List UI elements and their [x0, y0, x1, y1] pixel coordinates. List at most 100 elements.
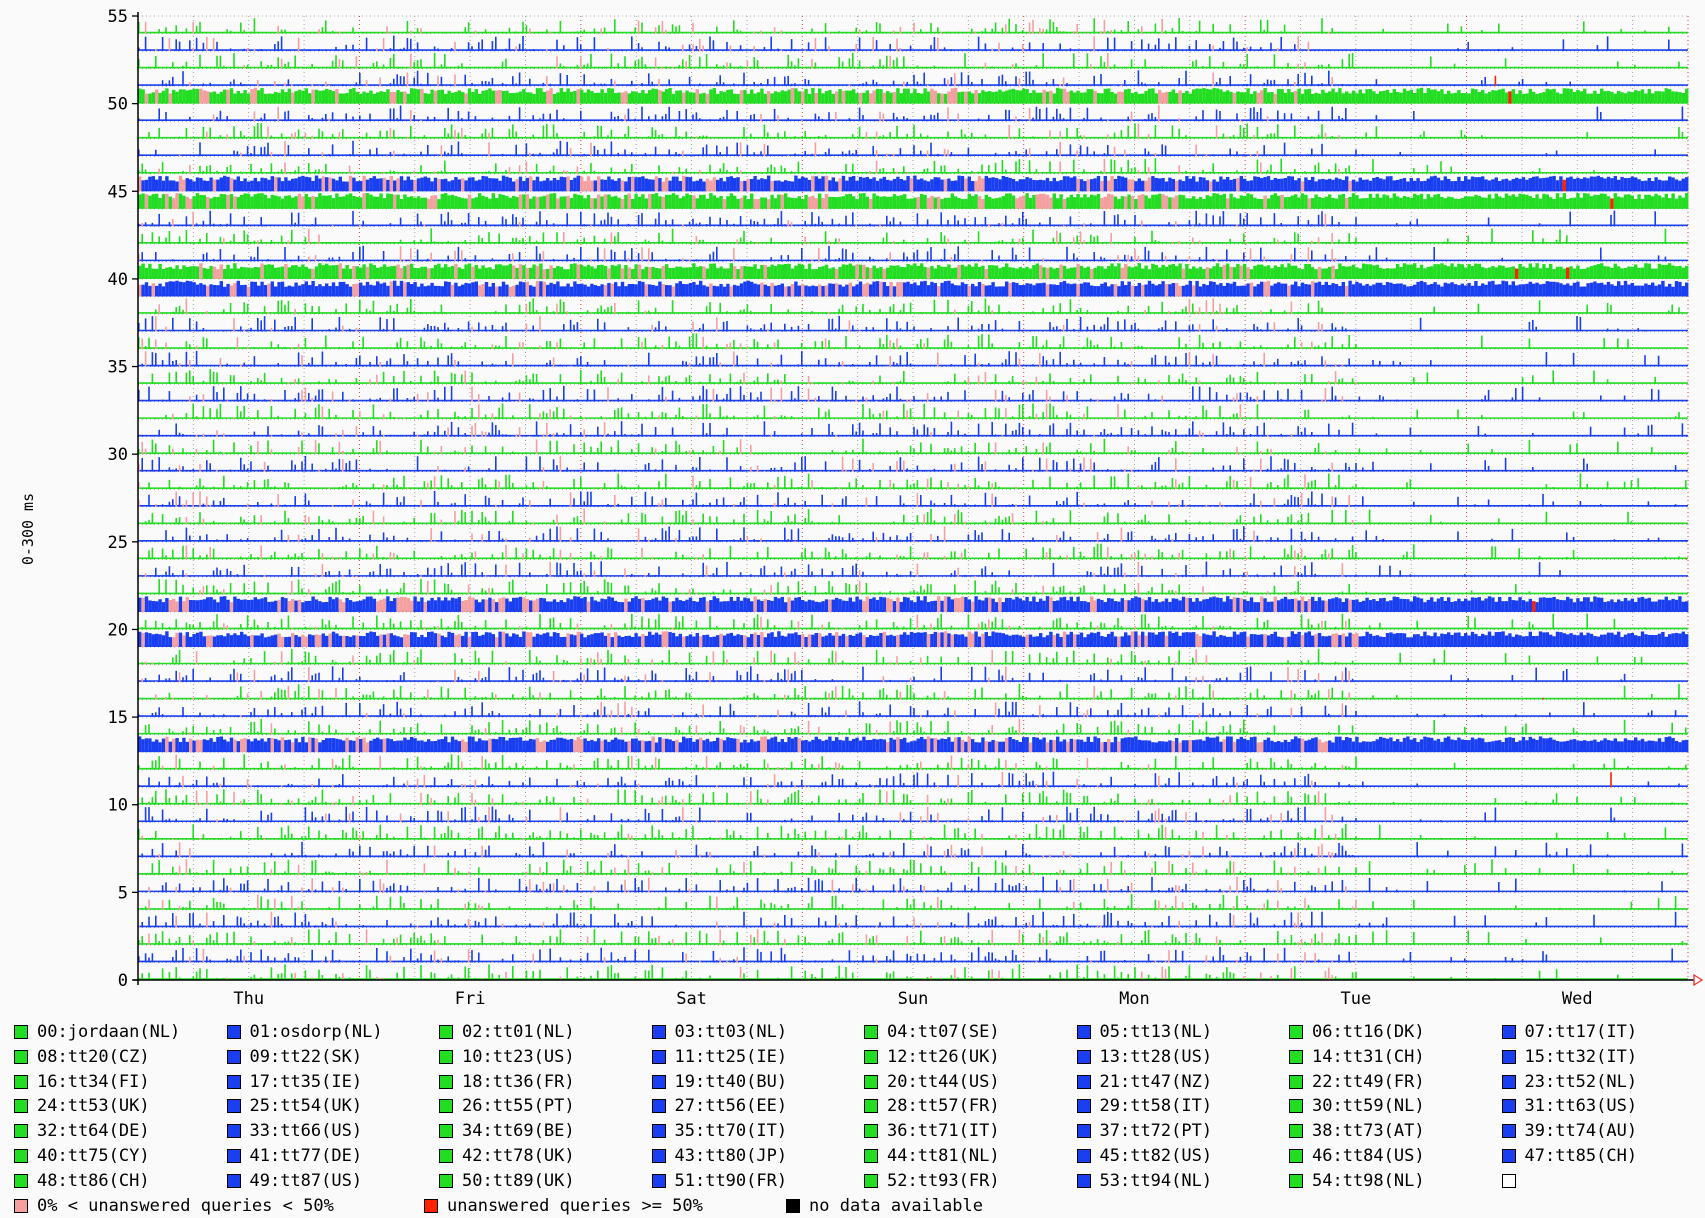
series-bar — [430, 697, 432, 699]
series-bar — [257, 740, 260, 752]
series-bar — [352, 812, 354, 823]
series-bar — [1658, 898, 1660, 910]
series-bar — [624, 599, 627, 612]
series-bar — [1076, 707, 1078, 717]
series-bar — [842, 766, 844, 770]
series-bar — [468, 837, 470, 839]
series-bar — [1175, 885, 1177, 892]
series-bar — [821, 625, 823, 630]
series-bar — [957, 598, 960, 612]
series-bar — [1512, 738, 1515, 752]
series-bar — [522, 597, 525, 612]
series-bar — [369, 741, 372, 752]
series-bar — [1274, 762, 1276, 770]
series-bar — [1121, 861, 1123, 875]
series-bar — [648, 870, 650, 874]
series-bar — [855, 915, 857, 927]
series-bar — [539, 855, 541, 857]
series-bar — [318, 673, 320, 682]
series-bar — [240, 917, 242, 927]
series-bar — [577, 737, 580, 752]
series-bar — [240, 822, 242, 823]
series-bar — [1474, 739, 1477, 752]
series-bar — [668, 632, 671, 647]
series-bar — [172, 913, 174, 927]
series-bar — [614, 844, 616, 857]
series-bar — [1549, 713, 1551, 718]
series-bar — [1141, 786, 1143, 787]
series-bar — [1263, 855, 1265, 857]
series-bar — [791, 762, 793, 770]
series-bar — [1175, 810, 1177, 822]
series-bar — [1508, 633, 1511, 647]
series-bar — [600, 861, 602, 875]
series-bar — [611, 624, 613, 629]
series-bar — [352, 741, 355, 752]
series-bar — [607, 633, 610, 647]
series-bar — [226, 633, 229, 647]
series-bar — [434, 908, 436, 910]
series-bar — [566, 849, 568, 857]
series-bar — [1110, 742, 1113, 752]
series-bar — [784, 669, 786, 682]
series-bar — [233, 792, 235, 805]
series-bar — [223, 777, 225, 787]
series-bar — [199, 803, 201, 805]
series-bar — [859, 625, 861, 629]
series-bar — [869, 784, 871, 787]
series-bar — [1246, 763, 1248, 770]
series-bar — [424, 891, 426, 892]
series-bar — [906, 765, 908, 770]
series-bar — [1437, 636, 1440, 647]
series-bar — [1134, 799, 1136, 805]
series-bar — [549, 949, 551, 963]
series-bar — [835, 915, 837, 927]
series-bar — [1563, 741, 1566, 752]
series-bar — [260, 691, 262, 700]
series-bar — [876, 730, 878, 735]
series-bar — [913, 942, 915, 945]
series-bar — [206, 913, 208, 928]
series-bar — [1416, 742, 1419, 752]
series-bar — [417, 627, 419, 629]
series-bar — [906, 685, 908, 699]
series-bar — [1308, 871, 1310, 875]
series-bar — [713, 786, 715, 788]
series-bar — [1274, 852, 1276, 857]
series-bar — [175, 850, 177, 857]
series-bar — [838, 599, 841, 612]
series-bar — [322, 602, 325, 612]
series-bar — [1297, 669, 1299, 682]
series-bar — [1335, 676, 1337, 682]
series-bar — [498, 826, 500, 840]
series-bar — [213, 880, 215, 892]
series-bar — [764, 599, 767, 612]
series-bar — [1148, 930, 1150, 945]
series-bar — [454, 909, 456, 910]
series-bar — [1046, 681, 1048, 682]
series-bar — [509, 906, 511, 909]
series-bar — [590, 634, 593, 647]
series-bar — [747, 672, 749, 682]
series-bar — [451, 961, 453, 963]
series-bar — [1036, 961, 1038, 962]
series-bar — [386, 784, 388, 787]
series-bar — [658, 936, 660, 945]
series-bar — [927, 602, 930, 612]
series-bar — [203, 629, 205, 630]
series-bar — [468, 968, 470, 980]
series-bar — [451, 830, 453, 840]
series-bar — [1212, 663, 1214, 664]
series-bar — [349, 813, 351, 822]
series-bar — [866, 855, 868, 857]
series-bar — [1233, 915, 1235, 927]
series-bar — [267, 879, 269, 892]
series-bar — [1270, 634, 1273, 647]
series-bar — [1090, 622, 1092, 630]
series-bar — [427, 794, 429, 805]
series-bar — [1495, 632, 1498, 647]
series-bar — [889, 705, 891, 718]
series-bar — [1161, 825, 1163, 840]
series-bar — [322, 732, 324, 735]
series-bar — [284, 764, 286, 769]
